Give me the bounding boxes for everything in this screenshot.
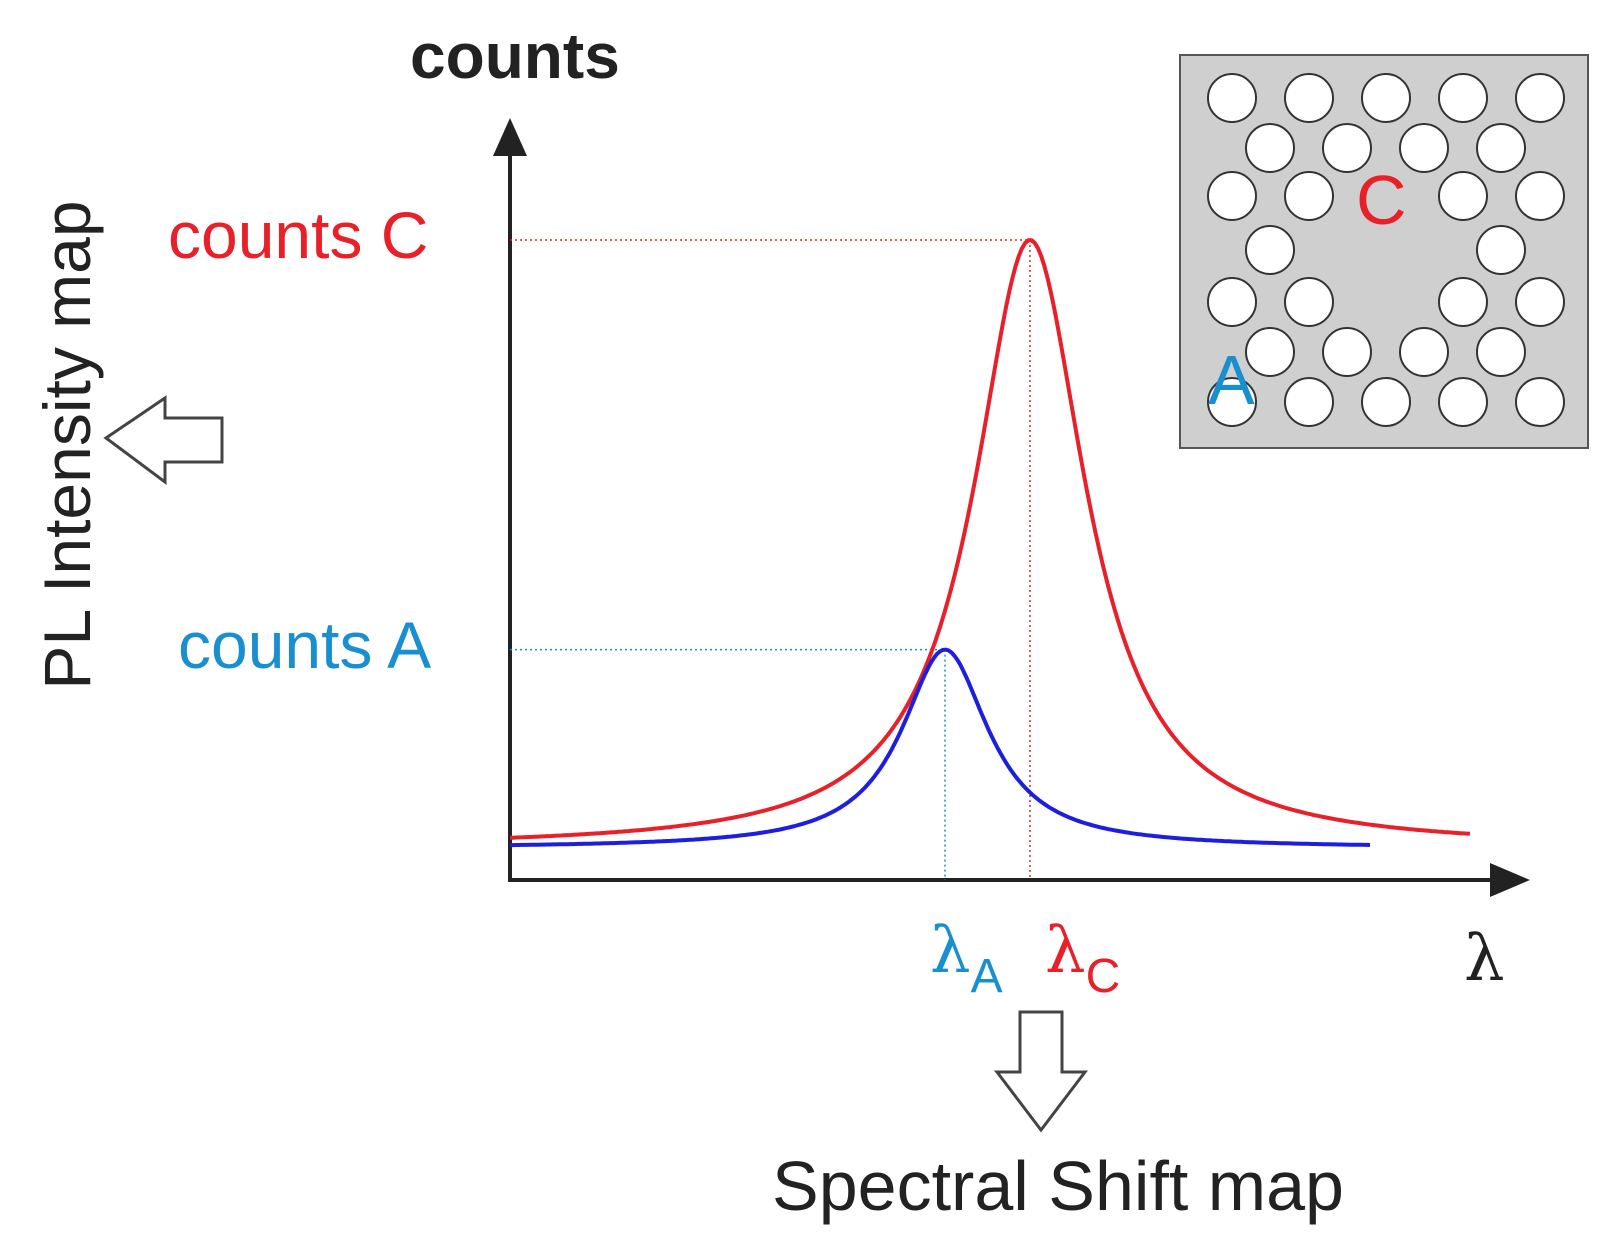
inset-hole <box>1515 73 1565 123</box>
counts-a-label: counts A <box>178 608 431 682</box>
inset-hole <box>1284 73 1334 123</box>
inset-hole <box>1284 277 1334 327</box>
inset-hole <box>1515 171 1565 221</box>
inset-hole <box>1284 171 1334 221</box>
inset-hole <box>1399 327 1449 377</box>
inset-hole <box>1361 73 1411 123</box>
pl-intensity-label: PL Intensity map <box>30 200 104 689</box>
inset-hole <box>1207 171 1257 221</box>
inset-hole <box>1207 73 1257 123</box>
series-a-curve <box>510 647 1371 848</box>
inset-hole <box>1207 277 1257 327</box>
inset-hole <box>1322 327 1372 377</box>
inset-hole <box>1207 377 1257 427</box>
inset-hole <box>1438 377 1488 427</box>
inset-hole <box>1476 123 1526 173</box>
inset-hole <box>1245 123 1295 173</box>
photonic-crystal-inset: C A <box>1179 54 1589 449</box>
lambda-a-label: λA <box>930 914 1003 1003</box>
series-c-curve <box>509 238 1471 840</box>
inset-hole <box>1438 277 1488 327</box>
down-arrow-icon <box>993 1010 1089 1133</box>
inset-hole <box>1438 73 1488 123</box>
inset-hole <box>1476 225 1526 275</box>
inset-hole <box>1399 123 1449 173</box>
y-axis-title: counts <box>410 20 620 92</box>
lambda-c-label: λC <box>1045 914 1120 1003</box>
inset-holes <box>1207 73 1565 427</box>
inset-label-a: A <box>1208 341 1255 419</box>
inset-hole <box>1245 225 1295 275</box>
y-axis-arrow <box>493 118 527 156</box>
inset-label-c: C <box>1356 161 1407 239</box>
inset-hole <box>1322 123 1372 173</box>
inset-hole <box>1515 277 1565 327</box>
counts-c-label: counts C <box>168 198 428 272</box>
inset-hole <box>1438 171 1488 221</box>
x-axis-title: λ <box>1464 922 1505 996</box>
inset-hole <box>1515 377 1565 427</box>
inset-hole <box>1476 327 1526 377</box>
inset-hole <box>1284 377 1334 427</box>
inset-hole <box>1361 377 1411 427</box>
inset-hole <box>1245 327 1295 377</box>
x-axis-arrow <box>1490 863 1530 897</box>
spectral-shift-label: Spectral Shift map <box>772 1147 1344 1225</box>
left-arrow-icon <box>103 395 224 485</box>
